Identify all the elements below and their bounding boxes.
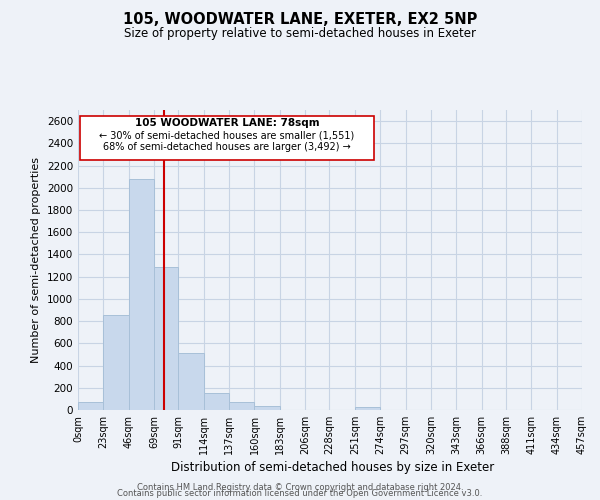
Text: Size of property relative to semi-detached houses in Exeter: Size of property relative to semi-detach… bbox=[124, 28, 476, 40]
Text: 105, WOODWATER LANE, EXETER, EX2 5NP: 105, WOODWATER LANE, EXETER, EX2 5NP bbox=[123, 12, 477, 28]
Bar bbox=[355, 407, 380, 410]
Bar bbox=[229, 402, 254, 410]
Bar bbox=[254, 406, 280, 410]
Bar bbox=[154, 266, 178, 410]
Bar bbox=[178, 354, 204, 410]
Text: Contains HM Land Registry data © Crown copyright and database right 2024.: Contains HM Land Registry data © Crown c… bbox=[137, 482, 463, 492]
Bar bbox=[103, 315, 129, 410]
Text: ← 30% of semi-detached houses are smaller (1,551): ← 30% of semi-detached houses are smalle… bbox=[99, 130, 355, 140]
FancyBboxPatch shape bbox=[80, 116, 374, 160]
Bar bbox=[129, 180, 154, 410]
Text: Contains public sector information licensed under the Open Government Licence v3: Contains public sector information licen… bbox=[118, 490, 482, 498]
Text: 105 WOODWATER LANE: 78sqm: 105 WOODWATER LANE: 78sqm bbox=[134, 118, 319, 128]
Bar bbox=[78, 402, 103, 410]
Y-axis label: Number of semi-detached properties: Number of semi-detached properties bbox=[31, 157, 41, 363]
Text: Distribution of semi-detached houses by size in Exeter: Distribution of semi-detached houses by … bbox=[172, 461, 494, 474]
Bar bbox=[204, 393, 229, 410]
Text: 68% of semi-detached houses are larger (3,492) →: 68% of semi-detached houses are larger (… bbox=[103, 142, 351, 152]
